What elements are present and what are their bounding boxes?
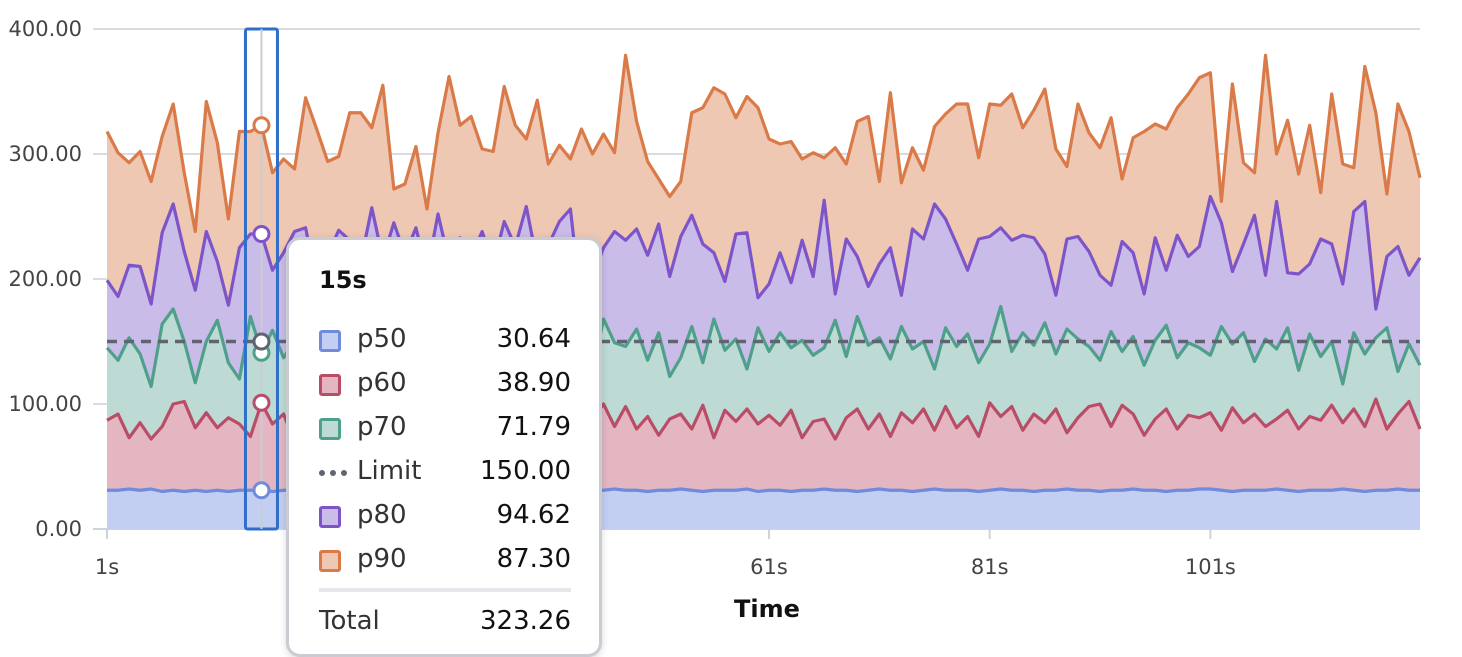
total-label: Total [319, 606, 380, 636]
total-value: 323.26 [480, 606, 571, 636]
series-name: Limit [357, 456, 422, 486]
hover-point-p90 [252, 116, 271, 135]
tooltip-row-p70: p70 71.79 [319, 412, 571, 452]
legend-swatch-p80 [319, 506, 341, 528]
tooltip-row-p80: p80 94.62 [319, 500, 571, 540]
y-axis-ticks: 0.00 100.00 200.00 300.00 400.00 [9, 17, 82, 541]
y-tick-label: 300.00 [9, 142, 82, 166]
x-axis-ticks: 1s 61s 81s 101s [95, 529, 1236, 579]
tooltip-divider [319, 588, 571, 592]
series-name: p60 [357, 368, 407, 398]
line-p90 [105, 53, 1422, 234]
hover-point-Limit [252, 332, 271, 351]
series-value: 150.00 [480, 456, 571, 486]
tooltip-row-limit: Limit 150.00 [319, 456, 571, 496]
series-value: 38.90 [496, 368, 571, 398]
series-name: p70 [357, 412, 407, 442]
y-tick-label: 0.00 [35, 517, 82, 541]
tooltip-row-p50: p50 30.64 [319, 324, 571, 364]
legend-swatch-p70 [319, 418, 341, 440]
y-tick-label: 200.00 [9, 267, 82, 291]
x-tick-label: 101s [1185, 555, 1236, 579]
x-tick-label: 61s [750, 555, 788, 579]
series-name: p80 [357, 500, 407, 530]
hover-point-p60 [252, 393, 271, 412]
hover-crosshair[interactable] [243, 27, 279, 531]
x-tick-label: 1s [95, 555, 119, 579]
hover-point-p80 [252, 225, 271, 243]
y-tick-label: 100.00 [9, 392, 82, 416]
tooltip-row-p60: p60 38.90 [319, 368, 571, 408]
legend-dash-limit [319, 470, 347, 476]
legend-swatch-p50 [319, 330, 341, 352]
series-value: 71.79 [496, 412, 571, 442]
series-value: 94.62 [496, 500, 571, 530]
tooltip-row-p90: p90 87.30 [319, 544, 571, 584]
y-tick-label: 400.00 [9, 17, 82, 41]
series-name: p50 [357, 324, 407, 354]
stacked-area-chart: 0.00 100.00 200.00 300.00 400.00 1s 61s 81s 101… [9, 17, 1422, 623]
hover-point-p50 [252, 481, 271, 500]
series-value: 87.30 [496, 544, 571, 574]
x-axis-title: Time [734, 595, 800, 623]
series-name: p90 [357, 544, 407, 574]
series-value: 30.64 [496, 324, 571, 354]
tooltip-title: 15s [319, 266, 367, 294]
legend-swatch-p60 [319, 374, 341, 396]
tooltip-row-total: Total 323.26 [319, 606, 571, 646]
legend-swatch-p90 [319, 550, 341, 572]
x-tick-label: 81s [971, 555, 1009, 579]
tooltip: 15s p50 30.64 p60 38.90 p70 71.79 Limit … [286, 237, 602, 657]
